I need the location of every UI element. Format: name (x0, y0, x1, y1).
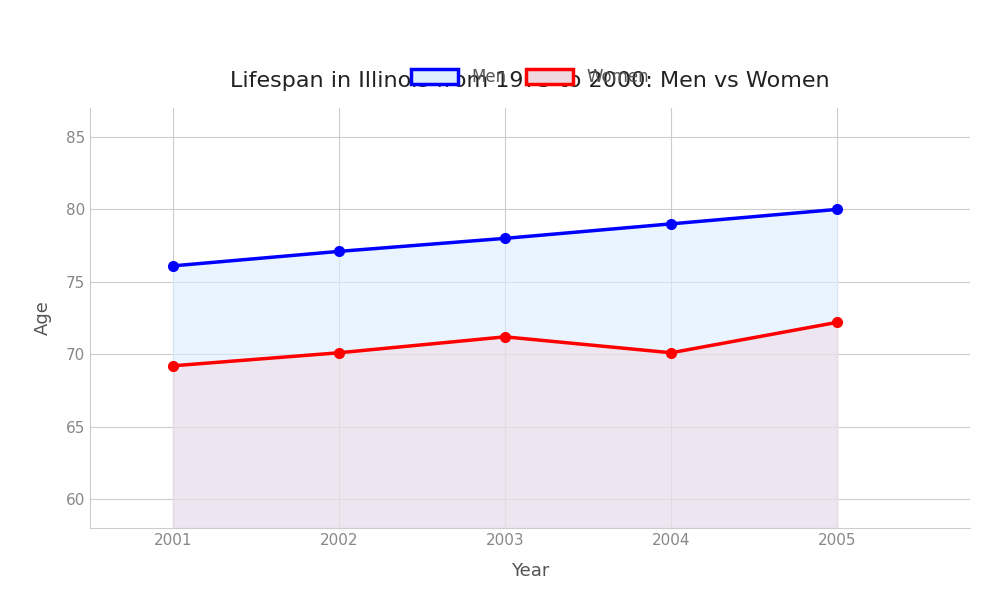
Men (333, 248, 345, 255)
X-axis label: Year: Year (511, 562, 549, 580)
Title: Lifespan in Illinois from 1975 to 2000: Men vs Women: Lifespan in Illinois from 1975 to 2000: … (230, 71, 830, 91)
Men (831, 206, 843, 213)
Women (333, 349, 345, 356)
Men (167, 262, 179, 269)
Women (167, 362, 179, 370)
Line: Men: Men (168, 205, 842, 271)
Women (665, 349, 677, 356)
Line: Women: Women (168, 317, 842, 371)
Men (665, 220, 677, 227)
Women (831, 319, 843, 326)
Legend: Men, Women: Men, Women (404, 62, 656, 93)
Men (499, 235, 511, 242)
Y-axis label: Age: Age (34, 301, 52, 335)
Women (499, 333, 511, 340)
